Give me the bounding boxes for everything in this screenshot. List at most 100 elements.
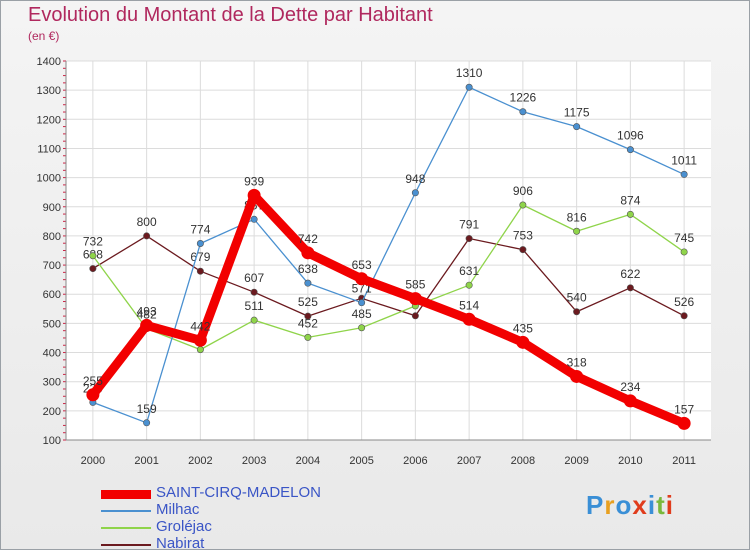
data-label: 514 [459,298,479,312]
data-label: 540 [567,291,587,305]
data-label: 452 [298,316,318,330]
x-tick-label: 2004 [296,455,320,467]
data-label: 435 [513,321,533,335]
data-point [196,267,204,275]
data-point [304,312,312,320]
data-label: 742 [298,232,318,246]
legend-label: SAINT-CIRQ-MADELON [156,484,322,501]
data-label: 774 [190,223,210,237]
data-label: 906 [513,184,533,198]
data-point [143,419,151,427]
data-point [519,246,527,254]
y-tick-label: 1200 [37,114,61,126]
data-point [304,279,312,287]
y-tick-label: 500 [43,318,61,330]
brand-logo-letter: t [656,490,666,520]
data-label: 874 [620,193,640,207]
x-tick-label: 2011 [672,455,696,467]
data-label: 745 [674,231,694,245]
data-point [677,416,691,430]
data-point [250,316,258,324]
data-label: 800 [137,215,157,229]
data-point [196,346,204,354]
data-label: 607 [244,271,264,285]
y-tick-label: 1000 [37,173,61,185]
data-point [573,308,581,316]
data-point [89,265,97,273]
data-label: 1096 [617,129,644,143]
series-line-nabirat [92,235,685,317]
data-point [89,252,97,260]
chart-subtitle: (en €) [28,29,60,43]
x-tick-label: 2007 [457,455,481,467]
data-label: 948 [405,172,425,186]
plot-area [66,61,711,440]
data-label: 1226 [510,91,537,105]
y-tick-label: 1100 [37,143,61,155]
data-label: 653 [352,258,372,272]
data-point [465,83,473,91]
x-tick-label: 2001 [134,455,158,467]
series-line-milhac [92,86,685,424]
data-label: 1011 [671,153,697,167]
data-label: 159 [137,402,157,416]
data-label: 255 [83,374,103,388]
x-tick-label: 2009 [564,455,588,467]
y-tick-label: 700 [43,260,61,272]
legend-label: Groléjac [156,518,212,535]
legend-swatch [101,489,151,499]
data-label: 622 [620,267,640,281]
data-point [465,235,473,243]
data-point [247,188,261,202]
data-point [519,201,527,209]
data-point [465,281,473,289]
x-tick-label: 2008 [511,455,535,467]
data-point [626,146,634,154]
data-label: 679 [190,250,210,264]
data-point [626,210,634,218]
data-label: 638 [298,262,318,276]
data-point [411,189,419,197]
data-label: 732 [83,235,103,249]
brand-logo-letter: o [615,490,633,520]
y-tick-label: 400 [43,348,61,360]
brand-logo-letter: r [604,490,616,520]
data-label: 1175 [564,106,590,120]
data-point [355,272,369,286]
data-label: 511 [245,299,264,313]
legend-label: Milhac [156,501,200,518]
y-tick-label: 100 [43,435,61,447]
x-tick-label: 2003 [242,455,266,467]
data-point [570,369,584,383]
data-point [250,215,258,223]
data-point [680,248,688,256]
data-label: 791 [459,218,479,232]
legend-swatch [101,544,151,546]
y-tick-label: 300 [43,377,61,389]
series-line-groléjac [92,204,685,351]
y-tick-label: 200 [43,406,61,418]
data-point [626,284,634,292]
data-point [680,170,688,178]
legend-label: Nabirat [156,535,205,552]
x-tick-label: 2000 [81,455,105,467]
brand-logo-letter: i [647,490,657,520]
brand-logo: Proxiti [586,490,674,521]
x-tick-label: 2006 [403,455,427,467]
y-tick-label: 1300 [37,85,61,97]
chart-title: Evolution du Montant de la Dette par Hab… [28,4,433,26]
data-label: 482 [137,308,157,322]
legend-swatch [101,527,151,529]
data-label: 631 [459,264,479,278]
data-label: 753 [513,229,533,243]
y-tick-label: 1400 [37,56,61,68]
data-point [573,123,581,131]
data-label: 1310 [456,66,483,80]
data-label: 157 [674,402,694,416]
data-point [304,333,312,341]
y-tick-label: 900 [43,202,61,214]
data-point [680,312,688,320]
data-point [196,240,204,248]
data-label: 485 [352,307,372,321]
